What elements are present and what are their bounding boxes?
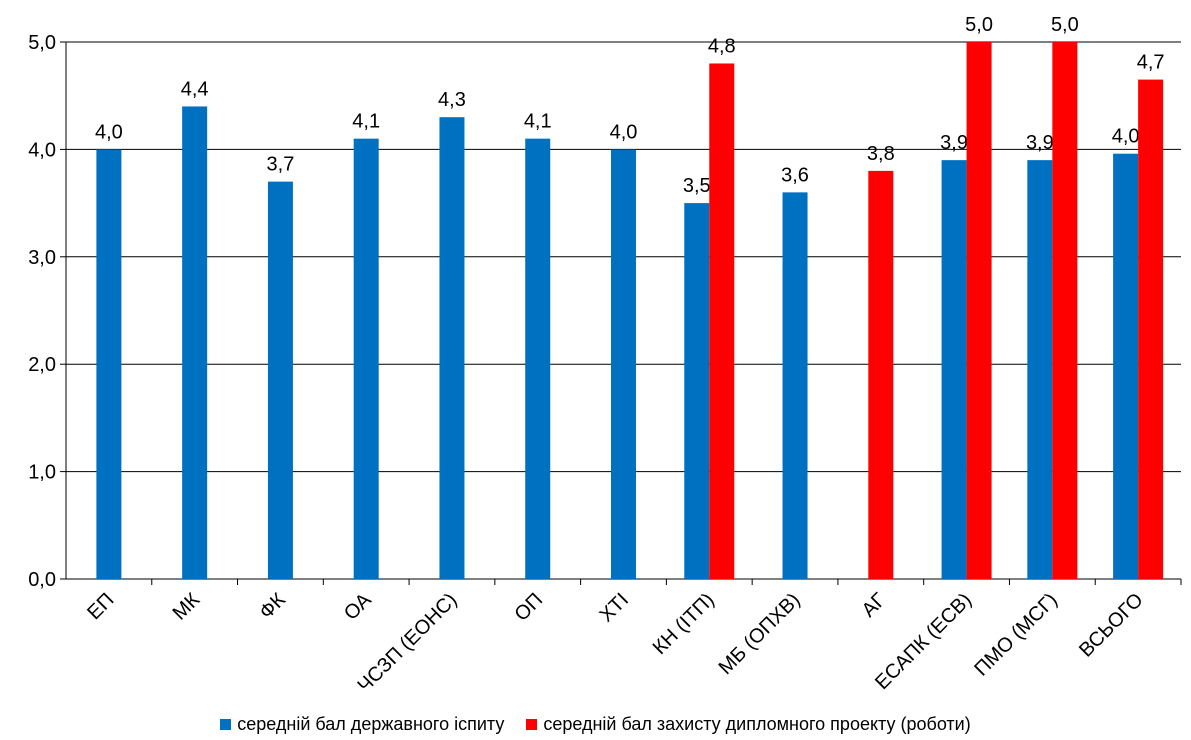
legend-item-state-exam: середній бал державного іспиту bbox=[220, 714, 504, 735]
x-tick-label: ХТІ bbox=[595, 589, 633, 627]
data-label-blue: 3,5 bbox=[683, 175, 711, 197]
y-tick-label: 2,0 bbox=[28, 354, 56, 376]
y-tick-label: 3,0 bbox=[28, 247, 56, 269]
x-tick-label: ПМО (МСГ) bbox=[970, 589, 1062, 681]
bar-blue bbox=[439, 117, 465, 580]
bar-blue bbox=[182, 106, 208, 579]
bar-red bbox=[966, 42, 992, 579]
y-tick-label: 4,0 bbox=[28, 139, 56, 161]
x-tick-label: ОП bbox=[511, 589, 548, 626]
bar-red bbox=[1138, 79, 1164, 579]
data-label-blue: 3,6 bbox=[781, 164, 809, 186]
data-label-blue: 4,0 bbox=[95, 121, 123, 143]
data-label-red: 4,7 bbox=[1137, 52, 1165, 74]
x-tick-label: МБ (ОПХВ) bbox=[715, 589, 805, 679]
data-label-blue: 4,0 bbox=[1112, 126, 1140, 148]
bar-blue bbox=[267, 181, 293, 579]
bar-chart: 0,0 1,0 2,0 3,0 4,0 5,0 4,0 ЕП 4,4 МК 3,7 ФК 4,1 ОА 4,… bbox=[28, 14, 1182, 697]
bar-blue bbox=[525, 138, 551, 579]
bar-blue bbox=[611, 149, 636, 579]
bar-blue bbox=[353, 138, 379, 579]
bar-blue bbox=[1113, 153, 1139, 580]
data-label-red: 4,8 bbox=[708, 35, 736, 57]
data-label-blue: 4,1 bbox=[352, 111, 380, 133]
x-tick-label: МК bbox=[169, 589, 205, 625]
x-tick-label: ОА bbox=[340, 589, 376, 625]
legend: середній бал державного іспиту середній … bbox=[0, 712, 1191, 736]
data-label-red: 3,8 bbox=[867, 143, 895, 165]
data-label-blue: 4,0 bbox=[610, 121, 638, 143]
data-label-blue: 3,9 bbox=[1026, 132, 1054, 154]
bar-blue bbox=[782, 192, 808, 580]
data-label-red: 5,0 bbox=[1051, 14, 1079, 36]
y-tick-label: 1,0 bbox=[28, 462, 56, 484]
bar-blue bbox=[96, 149, 122, 579]
bar-red bbox=[709, 63, 735, 580]
y-tick-label: 5,0 bbox=[28, 32, 56, 54]
bar-red bbox=[868, 170, 894, 579]
data-label-red: 5,0 bbox=[965, 14, 993, 36]
legend-swatch-state-exam bbox=[220, 718, 232, 730]
bar-blue bbox=[941, 160, 967, 579]
legend-label-state-exam: середній бал державного іспиту bbox=[237, 713, 505, 734]
x-tick-label: ВСЬОГО bbox=[1075, 589, 1148, 662]
bar-red bbox=[1052, 42, 1078, 579]
x-tick-label: АГ bbox=[858, 589, 891, 622]
legend-swatch-diploma-defense bbox=[526, 718, 538, 730]
legend-label-diploma-defense: середній бал захисту дипломного проекту … bbox=[543, 713, 971, 734]
x-tick-label: ЕП bbox=[83, 589, 118, 624]
bar-blue bbox=[684, 203, 710, 579]
bar-blue bbox=[1027, 160, 1053, 579]
y-tick-label: 0,0 bbox=[28, 569, 56, 591]
legend-item-diploma-defense: середній бал захисту дипломного проекту … bbox=[526, 713, 971, 735]
data-label-blue: 4,4 bbox=[181, 78, 209, 100]
data-label-blue: 4,1 bbox=[524, 111, 552, 133]
x-tick-label: КН (ІТП) bbox=[649, 589, 719, 659]
x-tick-label: ФК bbox=[255, 589, 290, 624]
data-label-blue: 3,7 bbox=[267, 154, 295, 176]
data-label-blue: 4,3 bbox=[438, 89, 466, 111]
data-label-blue: 3,9 bbox=[940, 132, 968, 154]
